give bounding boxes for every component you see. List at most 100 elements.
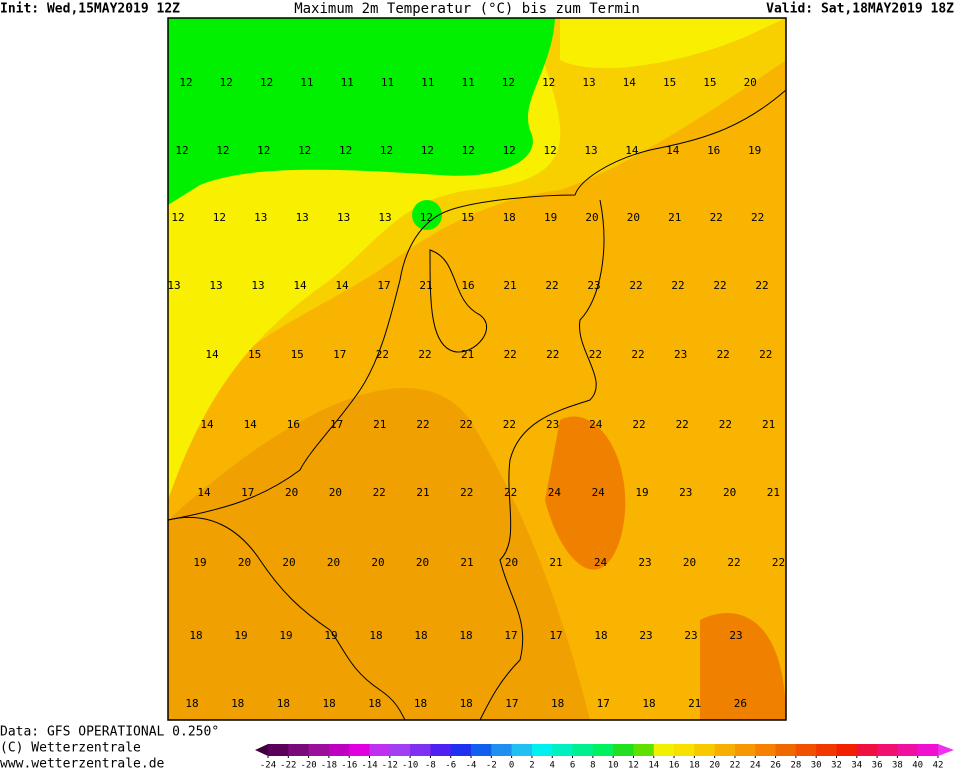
colorbar-label: -8 — [425, 761, 436, 770]
colorbar-swatch — [410, 744, 431, 756]
temperature-value: 23 — [729, 629, 742, 642]
temperature-value: 12 — [421, 144, 434, 157]
temperature-value: 14 — [625, 144, 639, 157]
colorbar-swatch — [734, 744, 756, 756]
temperature-value: 12 — [175, 144, 188, 157]
colorbar-label: 24 — [750, 761, 761, 770]
colorbar-label: 32 — [831, 761, 842, 770]
temperature-value: 23 — [679, 486, 692, 499]
temperature-value: 18 — [642, 697, 655, 710]
field-green — [168, 18, 555, 205]
temperature-value: 12 — [260, 76, 273, 89]
colorbar-label: 22 — [730, 761, 741, 770]
colorbar-label: -10 — [402, 761, 418, 770]
temperature-value: 12 — [543, 144, 556, 157]
colorbar-label: 2 — [529, 761, 534, 770]
temperature-value: 12 — [339, 144, 352, 157]
temperature-value: 15 — [248, 348, 261, 361]
temperature-value: 12 — [420, 211, 433, 224]
temperature-value: 22 — [727, 556, 740, 569]
temperature-value: 22 — [418, 348, 431, 361]
temperature-value: 22 — [629, 279, 642, 292]
colorbar-swatch — [430, 744, 452, 756]
data-source: Data: GFS OPERATIONAL 0.250° — [0, 725, 219, 740]
temperature-value: 22 — [676, 418, 689, 431]
temperature-value: 21 — [503, 279, 516, 292]
colorbar-label: 8 — [590, 761, 595, 770]
temperature-value: 12 — [502, 76, 515, 89]
temperature-value: 22 — [460, 418, 473, 431]
temperature-value: 22 — [632, 418, 645, 431]
temperature-value: 13 — [584, 144, 597, 157]
temperature-value: 13 — [296, 211, 309, 224]
colorbar-swatch — [856, 744, 878, 756]
temperature-value: 14 — [200, 418, 214, 431]
temperature-value: 19 — [234, 629, 247, 642]
website: www.wetterzentrale.de — [0, 757, 165, 770]
colorbar-label: 16 — [669, 761, 680, 770]
temperature-value: 20 — [282, 556, 295, 569]
temperature-value: 18 — [551, 697, 564, 710]
temperature-value: 18 — [414, 697, 427, 710]
temperature-value: 13 — [582, 76, 595, 89]
temperature-value: 13 — [378, 211, 391, 224]
temperature-value: 20 — [683, 556, 696, 569]
colorbar-under — [255, 744, 268, 756]
colorbar-swatch — [816, 744, 837, 756]
colorbar-label: 4 — [550, 761, 555, 770]
temperature-value: 19 — [748, 144, 761, 157]
colorbar-swatch — [349, 744, 371, 756]
temperature-value: 21 — [549, 556, 562, 569]
temperature-value: 19 — [279, 629, 292, 642]
colorbar-label: -20 — [300, 761, 316, 770]
temperature-value: 19 — [544, 211, 557, 224]
temperature-value: 14 — [244, 418, 258, 431]
colorbar-swatch — [633, 744, 655, 756]
temperature-value: 16 — [287, 418, 300, 431]
temperature-value: 16 — [707, 144, 720, 157]
temperature-value: 22 — [373, 486, 386, 499]
temperature-value: 13 — [337, 211, 350, 224]
lake — [429, 249, 487, 353]
temperature-value: 12 — [179, 76, 192, 89]
temperature-value: 18 — [459, 629, 472, 642]
temperature-value: 14 — [666, 144, 680, 157]
temperature-value: 22 — [504, 348, 517, 361]
colorbar-swatch — [308, 744, 330, 756]
temperature-value: 22 — [751, 211, 764, 224]
temperature-value: 12 — [171, 211, 184, 224]
colorbar-swatch — [268, 744, 289, 756]
temperature-value: 12 — [380, 144, 393, 157]
temperature-value: 18 — [231, 697, 244, 710]
temperature-value: 21 — [668, 211, 681, 224]
map-title: Maximum 2m Temperatur (°C) bis zum Termi… — [294, 1, 640, 17]
temperature-value: 11 — [461, 76, 474, 89]
temperature-value: 20 — [371, 556, 384, 569]
temperature-value: 20 — [744, 76, 757, 89]
temperature-value: 21 — [460, 556, 473, 569]
temperature-value: 14 — [623, 76, 637, 89]
temperature-value: 20 — [329, 486, 342, 499]
temperature-value: 24 — [548, 486, 562, 499]
temperature-value: 22 — [631, 348, 644, 361]
colorbar-label: -14 — [361, 761, 377, 770]
temperature-value: 13 — [209, 279, 222, 292]
colorbar-label: -22 — [280, 761, 296, 770]
colorbar-swatch — [653, 744, 675, 756]
colorbar-swatch — [288, 744, 310, 756]
temperature-value: 14 — [197, 486, 211, 499]
temperature-value: 18 — [503, 211, 516, 224]
colorbar-label: 40 — [912, 761, 923, 770]
temperature-value: 12 — [213, 211, 226, 224]
temperature-value: 18 — [322, 697, 335, 710]
colorbar-swatch — [471, 744, 492, 756]
colorbar-swatch — [755, 744, 777, 756]
temperature-value: 22 — [376, 348, 389, 361]
colorbar-label: 12 — [628, 761, 639, 770]
temperature-value: 18 — [189, 629, 202, 642]
temperature-value: 12 — [257, 144, 270, 157]
colorbar-label: 36 — [872, 761, 883, 770]
colorbar-label: -6 — [445, 761, 456, 770]
temperature-value: 12 — [298, 144, 311, 157]
